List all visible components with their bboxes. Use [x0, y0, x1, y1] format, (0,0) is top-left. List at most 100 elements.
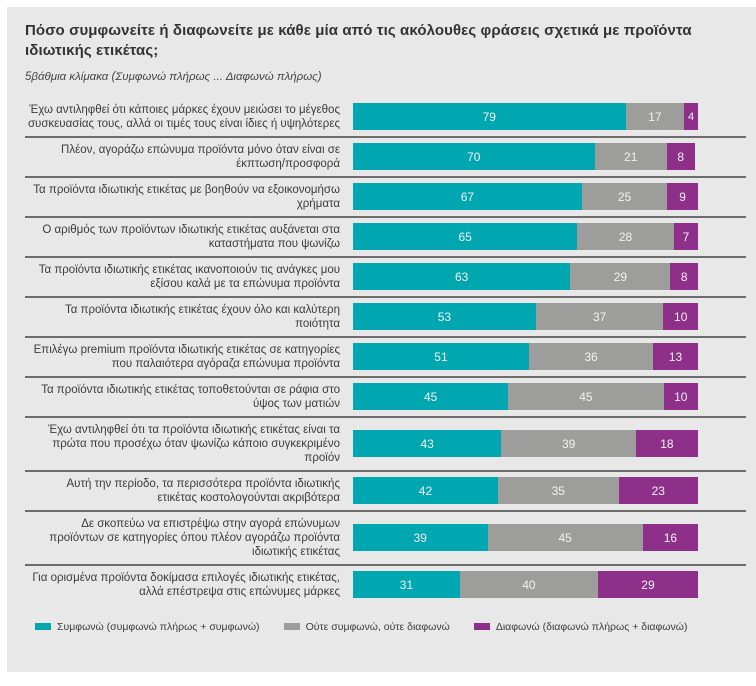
bar-track: 79 17 4 — [353, 103, 698, 130]
chart-row: Τα προϊόντα ιδιωτικής ετικέτας με βοηθού… — [25, 178, 746, 218]
bar-value: 8 — [680, 269, 688, 284]
statement-label: Τα προϊόντα ιδιωτικής ετικέτας ικανοποιο… — [38, 263, 340, 290]
bar-segment-disagree: 18 — [635, 430, 698, 457]
bar-segment-agree: 39 — [353, 524, 488, 551]
statement-label: Τα προϊόντα ιδιωτικής ετικέτας με βοηθού… — [33, 183, 340, 210]
statement-label: Πλέον, αγοράζω επώνυμα προϊόντα μόνο ότα… — [61, 143, 340, 170]
statement-label: Επιλέγω premium προϊόντα ιδιωτικής ετικέ… — [33, 343, 340, 370]
chart-subtitle: 5βάθμια κλίμακα (Συμφωνώ πλήρως ... Διαφ… — [25, 70, 322, 83]
bar-track: 53 37 10 — [353, 303, 698, 330]
bar-segment-disagree: 10 — [663, 303, 698, 330]
statement-label: Αυτή την περίοδο, τα περισσότερα προϊόντ… — [66, 477, 341, 504]
bar-segment-neutral: 29 — [570, 263, 671, 290]
bar-segment-neutral: 35 — [497, 477, 619, 504]
bar-value: 29 — [641, 577, 655, 592]
bar-segment-agree: 43 — [353, 430, 502, 457]
survey-chart-card: Πόσο συμφωνείτε ή διαφωνείτε με κάθε μία… — [7, 7, 756, 672]
bar-segment-neutral: 36 — [528, 343, 654, 370]
bar-value: 18 — [660, 436, 674, 451]
bar-segment-neutral: 40 — [459, 571, 598, 598]
bar-segment-agree: 63 — [353, 263, 571, 290]
legend-item-agree: Συμφωνώ (συμφωνώ πλήρως + συμφωνώ) — [35, 621, 260, 633]
bar-value: 17 — [648, 109, 662, 124]
bar-track: 45 45 10 — [353, 383, 698, 410]
chart-row: Τα προϊόντα ιδιωτικής ετικέτας έχουν όλο… — [25, 298, 746, 338]
chart-row: Επιλέγω premium προϊόντα ιδιωτικής ετικέ… — [25, 338, 746, 378]
bar-value: 51 — [434, 349, 448, 364]
bar-segment-agree: 67 — [353, 183, 582, 210]
bar-segment-neutral: 45 — [508, 383, 664, 410]
bar-segment-agree: 65 — [353, 223, 578, 250]
bar-value: 35 — [551, 483, 565, 498]
bar-value: 36 — [584, 349, 598, 364]
bar-value: 63 — [454, 269, 469, 284]
bar-track: 42 35 23 — [353, 477, 698, 504]
chart-row: Τα προϊόντα ιδιωτικής ετικέτας ικανοποιο… — [25, 258, 746, 298]
bar-segment-disagree: 9 — [667, 183, 698, 210]
chart-row: Έχω αντιληφθεί ότι τα προϊόντα ιδιωτικής… — [25, 418, 746, 472]
bar-value: 23 — [651, 483, 665, 498]
legend-item-neutral: Ούτε συμφωνώ, ούτε διαφωνώ — [283, 621, 450, 633]
legend-item-disagree: Διαφωνώ (διαφωνώ πλήρως + διαφωνώ) — [473, 621, 687, 633]
chart-row: Για ορισμένα προϊόντα δοκίμασα επιλογές … — [25, 566, 746, 604]
bar-value: 70 — [467, 149, 481, 164]
page-title: Πόσο συμφωνείτε ή διαφωνείτε με κάθε μία… — [25, 22, 692, 60]
bar-segment-neutral: 21 — [594, 143, 667, 170]
bar-value: 53 — [437, 309, 452, 324]
bar-value: 29 — [613, 269, 628, 284]
bar-value: 45 — [558, 530, 572, 545]
bar-track: 65 28 7 — [353, 223, 698, 250]
bar-segment-disagree: 4 — [684, 103, 698, 130]
bar-value: 13 — [668, 349, 683, 364]
statement-label: Τα προϊόντα ιδιωτικής ετικέτας έχουν όλο… — [64, 303, 340, 330]
bar-segment-disagree: 8 — [666, 143, 695, 170]
bar-track: 51 36 13 — [353, 343, 698, 370]
bar-segment-agree: 53 — [353, 303, 536, 330]
bar-segment-neutral: 17 — [625, 103, 685, 130]
bar-track: 63 29 8 — [353, 263, 698, 290]
bar-segment-agree: 42 — [353, 477, 498, 504]
chart-row: Τα προϊόντα ιδιωτικής ετικέτας τοποθετού… — [25, 378, 746, 418]
bar-value: 45 — [423, 389, 438, 404]
bar-value: 79 — [482, 109, 496, 124]
statement-label: Τα προϊόντα ιδιωτικής ετικέτας τοποθετού… — [41, 383, 340, 410]
bar-value: 39 — [413, 530, 427, 545]
chart-row: Ο αριθμός των προϊόντων ιδιωτικής ετικέτ… — [25, 218, 746, 258]
bar-value: 25 — [617, 189, 632, 204]
bar-segment-disagree: 23 — [618, 477, 698, 504]
bar-segment-agree: 31 — [353, 571, 460, 598]
bar-value: 31 — [399, 577, 414, 592]
bar-segment-disagree: 7 — [673, 223, 698, 250]
bar-value: 40 — [522, 577, 536, 592]
bar-value: 37 — [592, 309, 607, 324]
bar-segment-neutral: 37 — [535, 303, 664, 330]
bar-track: 70 21 8 — [353, 143, 698, 170]
statement-label: Για ορισμένα προϊόντα δοκίμασα επιλογές … — [32, 571, 340, 598]
bar-value: 10 — [674, 389, 688, 404]
chart-row: Αυτή την περίοδο, τα περισσότερα προϊόντ… — [25, 472, 746, 512]
bar-segment-agree: 45 — [353, 383, 509, 410]
bar-value: 21 — [624, 149, 638, 164]
bar-value: 9 — [679, 189, 686, 204]
legend-swatch-agree — [35, 623, 51, 630]
chart-rows: Έχω αντιληφθεί ότι κάποιες μάρκες έχουν … — [25, 98, 746, 604]
bar-value: 43 — [420, 436, 434, 451]
statement-label: Έχω αντιληφθεί ότι κάποιες μάρκες έχουν … — [27, 103, 340, 130]
bar-value: 67 — [460, 189, 475, 204]
bar-segment-disagree: 13 — [653, 343, 698, 370]
bar-value: 39 — [561, 436, 576, 451]
bar-value: 7 — [682, 229, 690, 244]
chart-row: Έχω αντιληφθεί ότι κάποιες μάρκες έχουν … — [25, 98, 746, 138]
bar-segment-neutral: 25 — [581, 183, 668, 210]
bar-track: 31 40 29 — [353, 571, 698, 598]
statement-label: Ο αριθμός των προϊόντων ιδιωτικής ετικέτ… — [42, 223, 340, 250]
statement-label: Έχω αντιληφθεί ότι τα προϊόντα ιδιωτικής… — [48, 423, 340, 464]
bar-segment-disagree: 16 — [642, 524, 698, 551]
chart-row: Δε σκοπεύω να επιστρέψω στην αγορά επώνυ… — [25, 512, 746, 566]
bar-segment-disagree: 10 — [663, 383, 698, 410]
bar-value: 4 — [688, 110, 695, 123]
bar-segment-disagree: 8 — [670, 263, 698, 290]
bar-track: 67 25 9 — [353, 183, 698, 210]
bar-segment-agree: 79 — [353, 103, 626, 130]
legend-label: Συμφωνώ (συμφωνώ πλήρως + συμφωνώ) — [57, 620, 260, 633]
